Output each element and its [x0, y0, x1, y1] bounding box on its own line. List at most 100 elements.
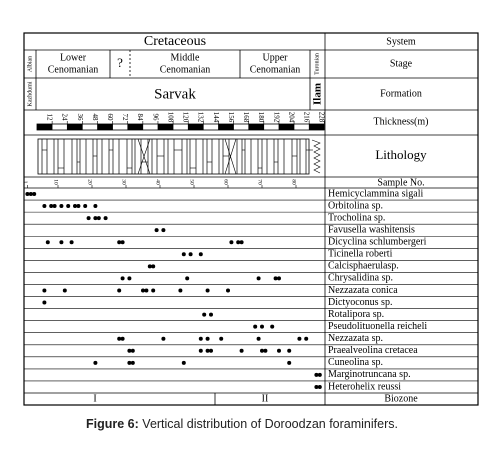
- occurrence-dot: [297, 336, 302, 341]
- occurrence-dot: [181, 360, 186, 365]
- formation-name: Ilam: [312, 83, 324, 105]
- thickness-tick-label: 204: [287, 112, 295, 123]
- row-label: Thickness(m): [374, 116, 429, 127]
- row-label: System: [386, 36, 416, 47]
- thickness-segment: [67, 124, 83, 130]
- occurrence-dot: [151, 264, 156, 269]
- occurrence-dot: [86, 216, 91, 221]
- species-name: Rotalipora sp.: [328, 309, 384, 320]
- thickness-tick-label: 132: [197, 112, 205, 123]
- occurrence-dot: [304, 336, 309, 341]
- thickness-tick-label: 84: [136, 114, 144, 122]
- row-label: Formation: [380, 88, 422, 99]
- thickness-tick-label: 192: [272, 112, 280, 123]
- occurrence-dot: [178, 288, 183, 293]
- occurrence-dot: [66, 204, 71, 209]
- row-label: Biozone: [384, 393, 418, 404]
- sample-tick-label: 40: [155, 179, 161, 185]
- species-name: Trocholina sp.: [328, 212, 385, 223]
- occurrence-dot: [76, 204, 81, 209]
- occurrence-dot: [161, 336, 166, 341]
- thickness-segment: [37, 124, 53, 130]
- thickness-tick-label: 156: [227, 112, 235, 123]
- thickness-tick-label: 216: [303, 112, 311, 123]
- occurrence-dot: [253, 324, 258, 329]
- occurrence-dot: [42, 288, 47, 293]
- thickness-tick-label: 108: [166, 112, 174, 123]
- stage-name: Cenomanian: [160, 64, 211, 75]
- biozone-name: I: [93, 393, 96, 404]
- occurrence-dot: [314, 372, 319, 377]
- species-name: Marginotruncana sp.: [328, 369, 411, 380]
- occurrence-dot: [226, 288, 230, 293]
- occurrence-dot: [263, 348, 268, 353]
- occurrence-dot: [127, 348, 132, 353]
- thickness-segment: [188, 124, 204, 130]
- occurrence-dot: [198, 336, 203, 341]
- occurrence-dot: [117, 240, 122, 245]
- occurrence-dot: [236, 240, 241, 245]
- sample-tick-label: 50: [189, 179, 195, 185]
- species-name: Favusella washitensis: [328, 224, 415, 235]
- occurrence-dot: [161, 228, 166, 233]
- thickness-segment: [218, 124, 234, 130]
- content: 12 24 36 48 60 72 84 96 108 120 132 144 156 168 180 192…: [22, 112, 478, 392]
- sample-tick-label: 60: [223, 179, 229, 185]
- species-name: Heterohelix reussi: [328, 381, 401, 392]
- occurrence-dot: [205, 336, 210, 341]
- thickness-segment: [157, 124, 174, 130]
- lithology-zigzag: [311, 139, 321, 174]
- thickness-tick-label: 24: [61, 114, 69, 122]
- thickness-tick-label: 144: [212, 112, 220, 123]
- occurrence-dot: [314, 384, 319, 389]
- species-name: Orbitolina sp.: [328, 200, 383, 211]
- species-name: Hemicyclammina sigali: [328, 188, 423, 199]
- occurrence-dot: [62, 288, 67, 293]
- species-name: Dicyclina schlumbergeri: [328, 237, 427, 248]
- stage-name: Middle: [171, 52, 200, 63]
- occurrence-dot: [117, 336, 122, 341]
- stage-name: Albian: [27, 56, 33, 72]
- thickness-tick-label: 60: [106, 114, 114, 122]
- formation-name: Kazhdumi: [27, 81, 33, 106]
- occurrence-dot: [317, 384, 322, 389]
- occurrence-dot: [120, 336, 125, 341]
- row-label: Stage: [390, 58, 413, 69]
- occurrence-dot: [151, 288, 156, 293]
- occurrence-dot: [188, 252, 193, 257]
- occurrence-dot: [93, 204, 98, 209]
- occurrence-dot: [93, 360, 98, 365]
- occurrence-dot: [317, 372, 322, 377]
- occurrence-dot: [144, 288, 149, 293]
- caption-text: Vertical distribution of Doroodzan foram…: [142, 417, 398, 431]
- sample-tick-label: 70: [257, 179, 263, 185]
- table-frame: [23, 32, 479, 406]
- occurrence-dot: [181, 252, 186, 257]
- occurrence-dot: [45, 240, 50, 245]
- species-name: Nezzazata sp.: [328, 333, 383, 344]
- occurrence-dot: [287, 348, 292, 353]
- species-name: Calcisphaerulasp.: [328, 261, 399, 272]
- stage-name: Cenomanian: [48, 64, 99, 75]
- occurrence-dot: [117, 288, 122, 293]
- species-name: Pseudolituonella reicheli: [328, 321, 427, 332]
- occurrence-dot: [42, 300, 47, 305]
- occurrence-dot: [239, 348, 244, 353]
- occurrence-dot: [32, 192, 37, 196]
- formation-name: Sarvak: [154, 86, 196, 102]
- thickness-tick-label: 228: [318, 112, 326, 123]
- occurrence-dot: [59, 204, 64, 209]
- caption: Figure 6: Vertical distribution of Doroo…: [86, 417, 398, 431]
- occurrence-dot: [256, 276, 261, 281]
- thickness-segment: [127, 124, 143, 130]
- occurrence-dot: [130, 348, 135, 353]
- sample-tick-label: 1: [22, 181, 28, 184]
- lithology-frame: [37, 138, 310, 175]
- thickness-tick-label: 12: [46, 114, 54, 122]
- occurrence-dot: [127, 276, 132, 281]
- occurrence-dot: [69, 240, 74, 245]
- biozone-name: II: [262, 393, 269, 404]
- species-name: Chrysalidina sp.: [328, 273, 393, 284]
- occurrence-dot: [83, 204, 88, 209]
